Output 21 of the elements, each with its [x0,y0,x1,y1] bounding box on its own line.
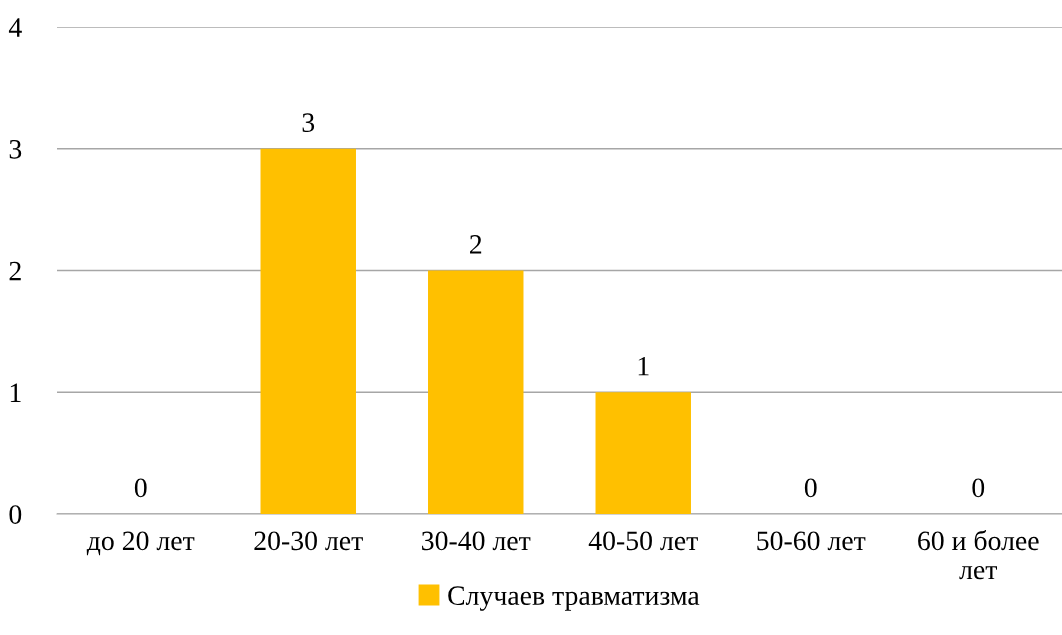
x-tick-label: 60 и более лет [918,530,1039,580]
y-tick-label: 4 [8,18,22,37]
bar [428,270,524,514]
data-label: 1 [638,356,649,376]
x-tick-label: 30-40 лет [422,531,531,551]
data-label: 0 [804,478,817,498]
x-tick-label: 40-50 лет [588,531,698,551]
y-tick-label: 1 [10,383,21,402]
x-tick-label: 50-60 лет [757,531,866,551]
bar [595,392,691,514]
data-label: 0 [972,478,985,498]
data-label: 2 [470,235,482,254]
y-tick-label: 0 [9,505,22,524]
x-tick-label: 20-30 лет [254,531,363,551]
x-tick-label: до 20 лет [86,531,195,556]
legend-label: Случаев травматизма [448,586,700,611]
y-tick-label: 2 [9,261,21,281]
bar [260,148,356,514]
data-label: 3 [302,113,315,132]
data-label: 0 [134,478,147,498]
y-tick-label: 3 [9,139,22,159]
